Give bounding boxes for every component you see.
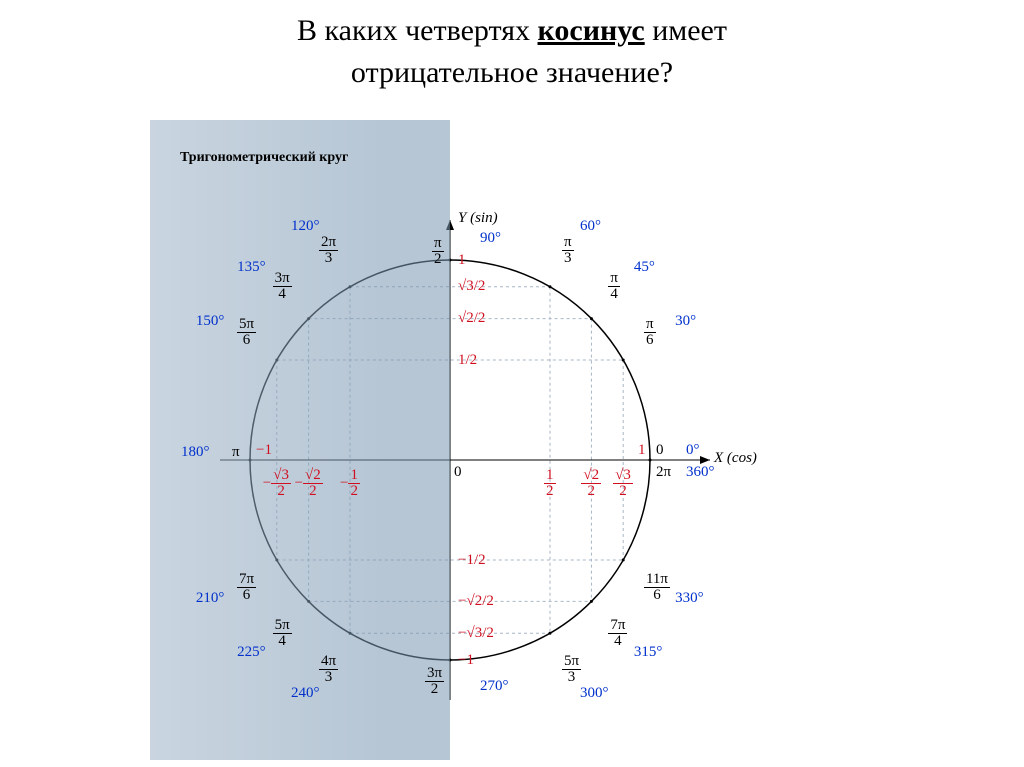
rad-label: π [232, 444, 240, 461]
cos-tick-neg: −√22 [295, 468, 323, 499]
rad-label: π6 [644, 317, 656, 348]
rad-label: 2π3 [319, 235, 338, 266]
rad-label: 7π4 [608, 618, 627, 649]
sin-tick: √2/2 [458, 310, 485, 327]
deg-label: 30° [675, 313, 696, 330]
sin-tick: √3/2 [458, 278, 485, 295]
deg-label: 270° [480, 678, 509, 695]
rad-label: 2π [656, 464, 671, 481]
deg-label: 180° [181, 444, 210, 461]
deg-label: 120° [291, 218, 320, 235]
sin-tick: −√3/2 [458, 625, 494, 642]
sin-tick: −√2/2 [458, 593, 494, 610]
deg-label: 135° [237, 259, 266, 276]
deg-label: 300° [580, 685, 609, 702]
rad-label: 5π6 [237, 317, 256, 348]
rad-label: 5π4 [273, 618, 292, 649]
rad-label: 3π4 [273, 271, 292, 302]
deg-label: 330° [675, 590, 704, 607]
deg-label: 150° [196, 313, 225, 330]
rad-label: 5π3 [562, 654, 581, 685]
rad-label: 11π6 [644, 572, 670, 603]
cos-tick-neg: −12 [340, 468, 360, 499]
deg-label: 90° [480, 230, 501, 247]
cos-tick-pos: √32 [613, 468, 633, 499]
sin-tick: −1 [458, 652, 474, 669]
rad-label: π2 [432, 236, 444, 267]
rad-label: 0 [656, 442, 664, 459]
cos-tick-neg: −√32 [263, 468, 291, 499]
deg-label: 315° [634, 644, 663, 661]
rad-label: π3 [562, 235, 574, 266]
cos-tick-pos: 12 [544, 468, 556, 499]
rad-label: 4π3 [319, 654, 338, 685]
rad-label: 3π2 [425, 666, 444, 697]
sin-tick: 1/2 [458, 352, 477, 369]
deg-label: 225° [237, 644, 266, 661]
sin-tick: −1/2 [458, 552, 486, 569]
deg-label: 0° [686, 442, 700, 459]
rad-label: π4 [608, 271, 620, 302]
deg-label: 60° [580, 218, 601, 235]
deg-label: 240° [291, 685, 320, 702]
rad-label: 7π6 [237, 572, 256, 603]
unit-circle-svg [150, 120, 900, 760]
deg-label: 360° [686, 464, 715, 481]
deg-label: 210° [196, 590, 225, 607]
chart-title: Тригонометрический круг [180, 150, 348, 166]
slide-title: В каких четвертях косинус имеет отрицате… [0, 0, 1024, 94]
sin-tick: 1 [458, 252, 466, 269]
deg-label: 45° [634, 259, 655, 276]
unit-circle-stage: Тригонометрический круг Y (sin)X (cos)01… [150, 120, 900, 760]
cos-tick-pos: √22 [581, 468, 601, 499]
